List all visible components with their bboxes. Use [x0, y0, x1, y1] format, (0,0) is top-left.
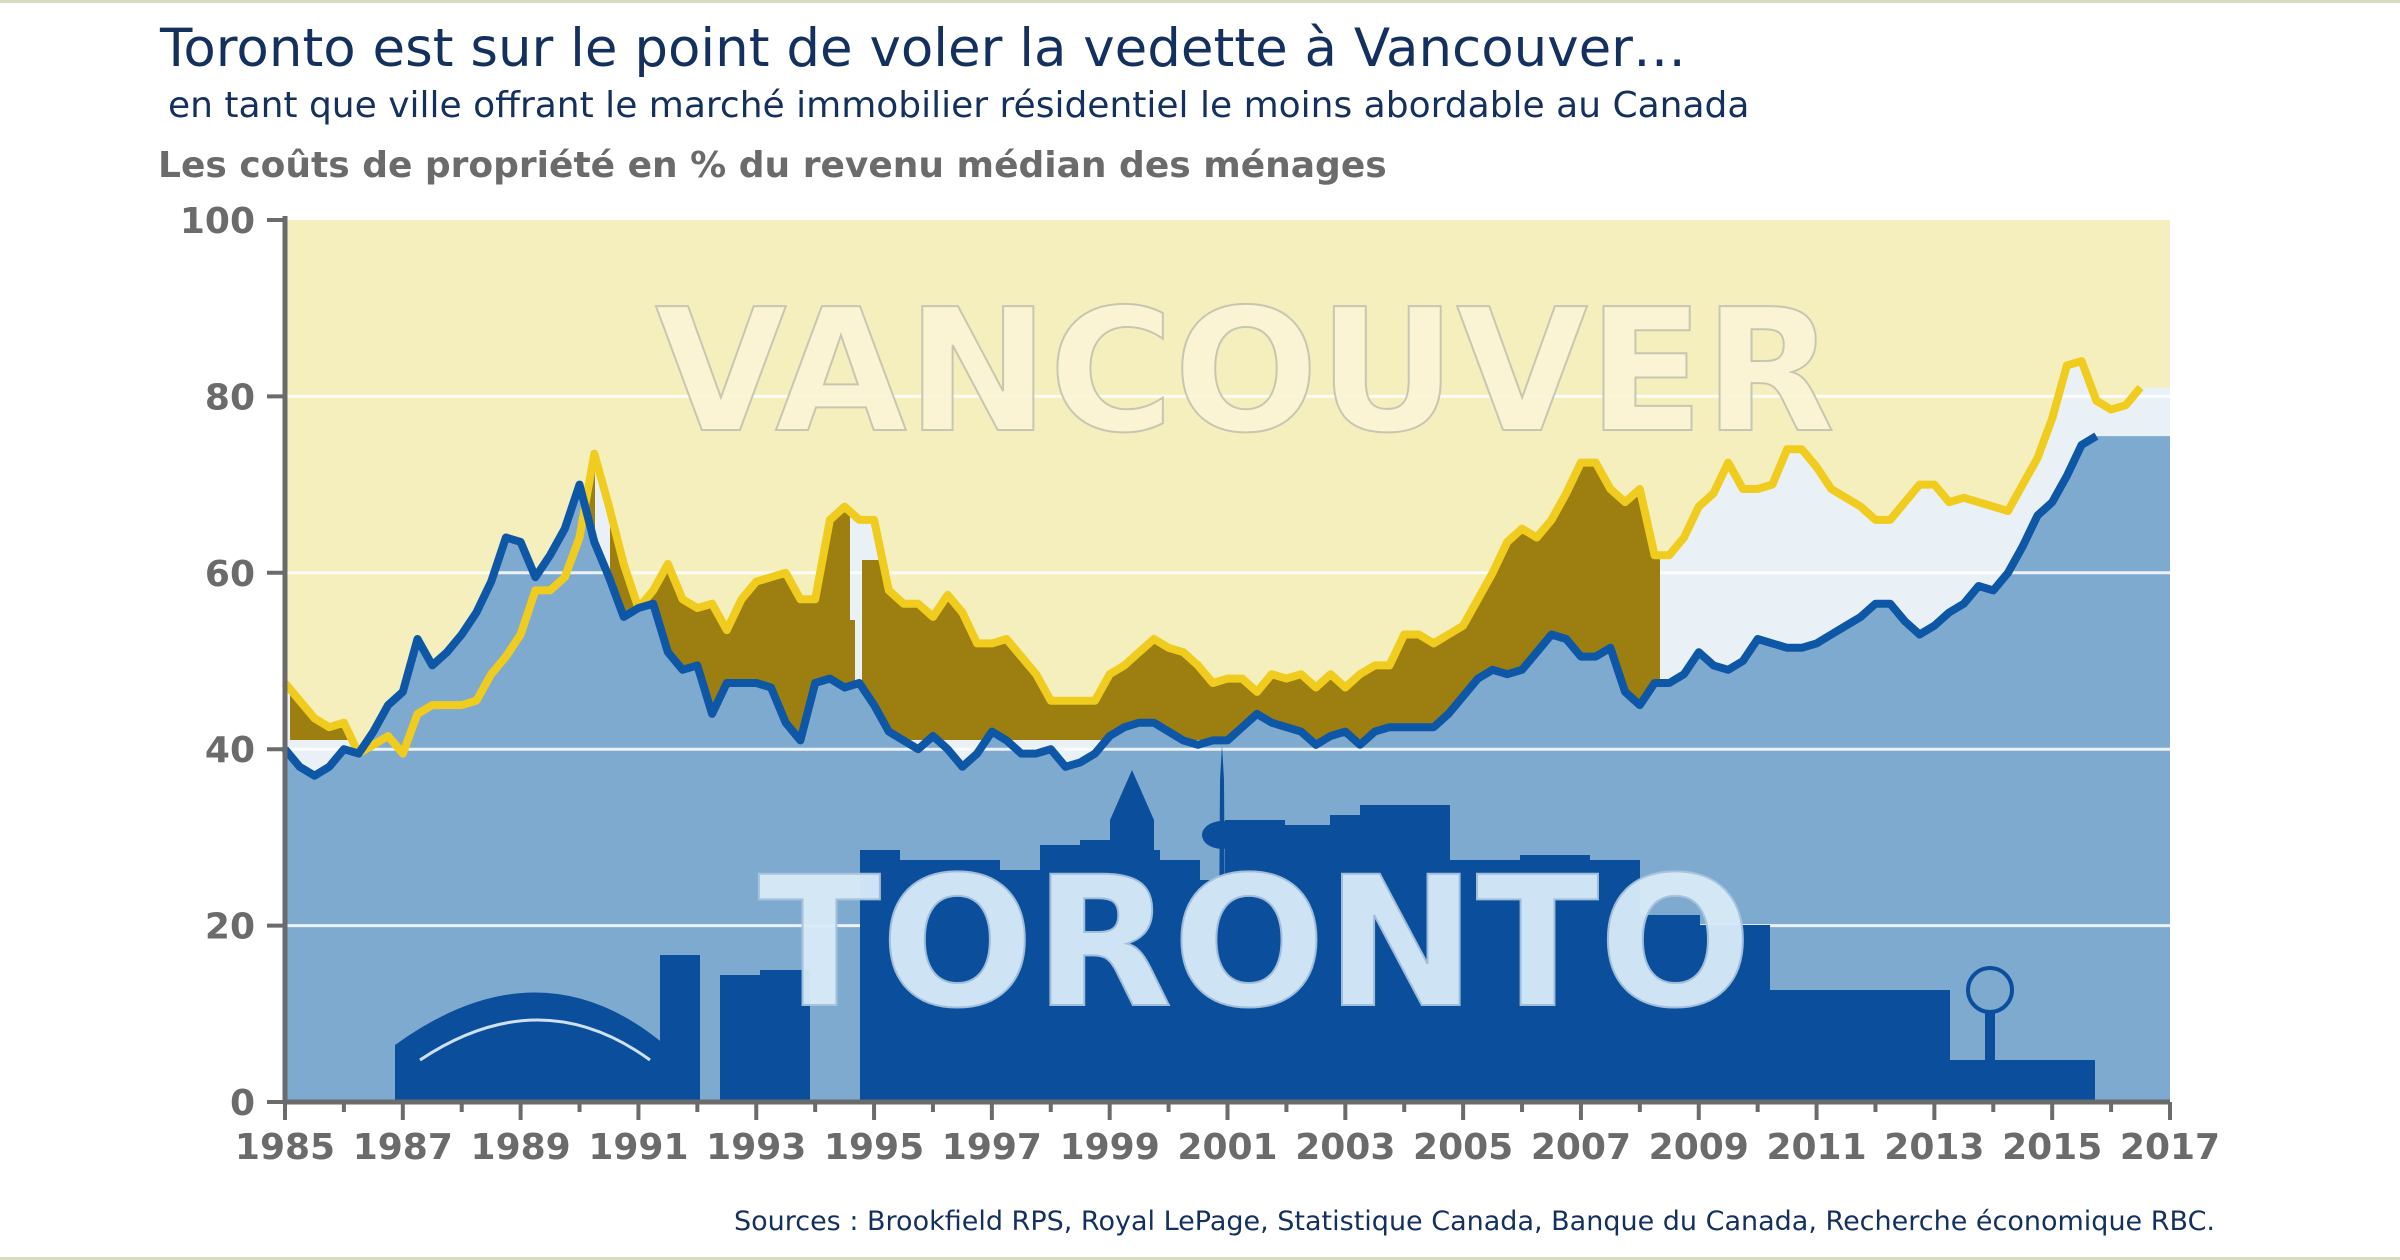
x-tick-label: 2013 [1884, 1127, 1984, 1168]
x-tick-label: 2017 [2120, 1127, 2220, 1168]
y-tick-label: 20 [205, 907, 255, 948]
toronto-building [720, 975, 760, 1102]
toronto-building [1450, 860, 1520, 1102]
toronto-building [1640, 915, 1700, 1102]
toronto-building [1520, 855, 1590, 1102]
x-tick-label: 1999 [1060, 1127, 1160, 1168]
axes: 0 20 40 60 80 100 1985 1987 1989 1991 1993 1995 1997… [180, 201, 2220, 1168]
source-note: Sources : Brookfield RPS, Royal LePage, … [733, 1206, 2215, 1237]
y-tick-label: 40 [205, 730, 255, 771]
toronto-building [1360, 805, 1450, 1102]
toronto-building [900, 860, 1000, 1102]
x-tick-label: 2015 [2002, 1127, 2102, 1168]
toronto-series-line [281, 432, 2099, 780]
toronto-building [760, 970, 810, 1102]
bottom-frame-line [0, 1257, 2400, 1260]
toronto-building [860, 850, 900, 1102]
globe-stand [1985, 1010, 1995, 1080]
vancouver-label: VANCOUVER [655, 273, 1835, 471]
x-tick-label: 1989 [471, 1127, 571, 1168]
dome-roof-arc [419, 1018, 651, 1062]
toronto-dome [395, 992, 665, 1102]
x-tick-label: 1997 [942, 1127, 1042, 1168]
toronto-building [1330, 815, 1360, 1102]
toronto-building [1700, 925, 1770, 1102]
toronto-label: TORONTO [758, 839, 1752, 1048]
x-tick-label: 2005 [1413, 1127, 1513, 1168]
vancouver-building [845, 620, 855, 740]
x-tick-label: 2001 [1177, 1127, 1277, 1168]
toronto-building [1040, 845, 1080, 1102]
x-tick-label: 1985 [235, 1127, 335, 1168]
toronto-building [1945, 1060, 2095, 1102]
toronto-building [1770, 990, 1950, 1102]
toronto-building [1580, 860, 1640, 1102]
y-tick-label: 60 [205, 554, 255, 595]
toronto-skyline-silhouette [395, 745, 2095, 1102]
chart-subtitle: en tant que ville offrant le marché immo… [168, 85, 1750, 126]
x-tick-label: 1987 [353, 1127, 453, 1168]
top-frame-line [0, 0, 2400, 3]
y-axis-label: Les coûts de propriété en % du revenu mé… [158, 145, 1387, 186]
cn-tower-pod [1202, 821, 1242, 849]
toronto-building [660, 955, 700, 1102]
y-tick-label: 0 [230, 1083, 255, 1124]
vancouver-series-line [281, 357, 2144, 758]
x-tick-label: 2007 [1531, 1127, 1631, 1168]
x-tick-label: 2003 [1295, 1127, 1395, 1168]
x-tick-label: 2011 [1766, 1127, 1866, 1168]
x-tick-label: 1995 [824, 1127, 924, 1168]
gridlines [285, 394, 2170, 928]
spire-tower [1110, 770, 1154, 1102]
x-tick-label: 1993 [706, 1127, 806, 1168]
x-tick-label: 1991 [588, 1127, 688, 1168]
toronto-building [1280, 825, 1335, 1102]
chart-title: Toronto est sur le point de voler la ved… [160, 18, 1686, 79]
y-tick-label: 80 [205, 377, 255, 418]
toronto-building [1225, 820, 1285, 1102]
y-tick-label: 100 [180, 201, 255, 242]
x-tick-label: 2009 [1649, 1127, 1749, 1168]
